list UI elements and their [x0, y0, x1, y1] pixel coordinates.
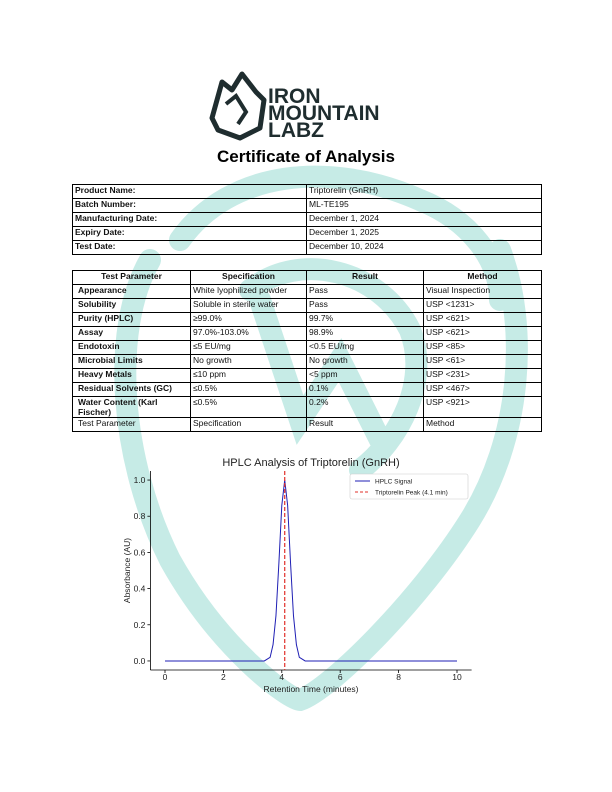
- table-row: Purity (HPLC) ≥99.0% 99.7% USP <621>: [72, 312, 542, 327]
- table-row: Water Content (Karl Fischer) ≤0.5% 0.2% USP…: [72, 396, 542, 418]
- logo-text: LABZ: [268, 119, 324, 142]
- x-tick-label: 6: [338, 672, 343, 682]
- document-title: Certificate of Analysis: [217, 147, 395, 166]
- legend-box: [349, 473, 469, 500]
- x-tick-label: 4: [279, 672, 284, 682]
- logo-icon-detail: [224, 93, 249, 126]
- table-cell: Method: [423, 417, 542, 432]
- y-tick-label: 0.4: [134, 584, 146, 594]
- table-row: Microbial Limits No growth No growth USP <6…: [72, 354, 542, 369]
- y-tick-label: 0.6: [134, 547, 146, 557]
- y-tick-label: 0.0: [134, 656, 146, 666]
- y-tick-label: 1.0: [134, 475, 146, 485]
- x-tick-label: 2: [221, 672, 226, 682]
- y-tick-label: 0.8: [134, 511, 146, 521]
- y-axis-label: Absorbance (AU): [122, 538, 132, 603]
- table-cell: December 10, 2024: [306, 240, 542, 255]
- table-row: Assay 97.0%-103.0% 98.9% USP <621>: [72, 326, 542, 341]
- logo-icon: [209, 71, 267, 141]
- table-cell: Specification: [190, 417, 307, 432]
- legend-label: Triptorelin Peak (4.1 min): [375, 490, 448, 497]
- y-tick-label: 0.2: [134, 620, 146, 630]
- x-tick-label: 8: [396, 672, 401, 682]
- logo-text: IRON: [268, 85, 321, 108]
- table-cell: Result: [306, 417, 424, 432]
- legend-label: HPLC Signal: [375, 479, 413, 486]
- table-row: Test Date: December 10, 2024: [72, 240, 542, 255]
- info-table: Product Name: Triptorelin (GnRH) Batch Num…: [72, 184, 542, 255]
- x-tick-label: 0: [163, 672, 168, 682]
- table-row: Residual Solvents (GC) ≤0.5% 0.1% USP <467>: [72, 382, 542, 397]
- test-table: Test Parameter Specification Result Method A…: [72, 270, 542, 432]
- table-row: Test Parameter Specification Result Method: [72, 417, 542, 432]
- chart-title: HPLC Analysis of Triptorelin (GnRH): [222, 457, 399, 469]
- logo-text: MOUNTAIN: [268, 102, 380, 125]
- x-tick-label: 10: [452, 672, 462, 682]
- line-series: [165, 479, 457, 662]
- table-cell: USP <467>: [423, 382, 542, 397]
- x-axis-label: Retention Time (minutes): [264, 684, 359, 694]
